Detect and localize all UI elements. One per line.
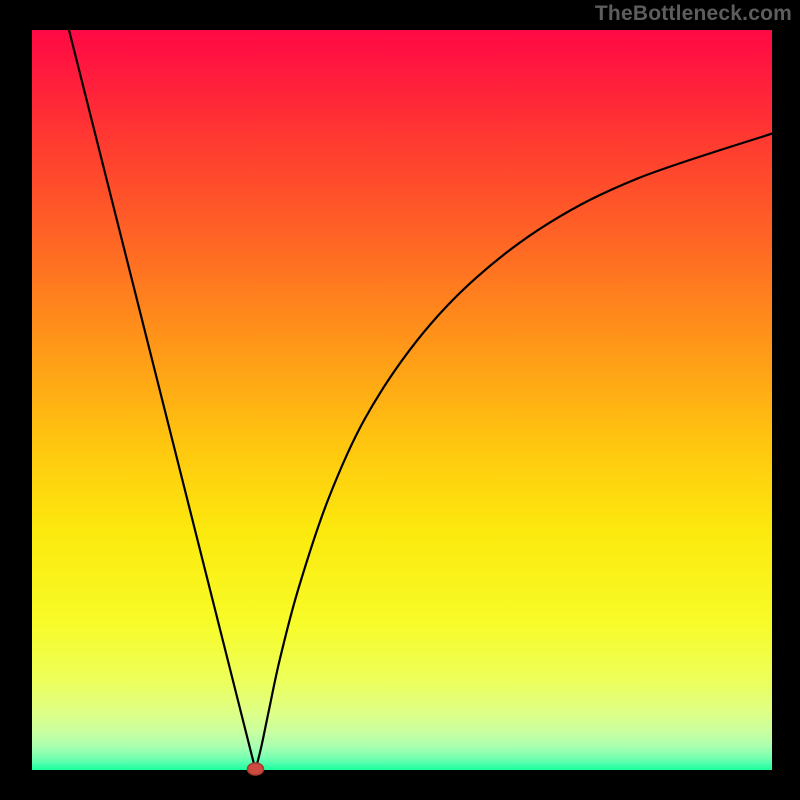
plot-area xyxy=(32,30,772,770)
chart-svg xyxy=(0,0,800,800)
chart-container: TheBottleneck.com xyxy=(0,0,800,800)
optimal-point-marker xyxy=(247,763,263,775)
watermark-text: TheBottleneck.com xyxy=(595,2,792,26)
